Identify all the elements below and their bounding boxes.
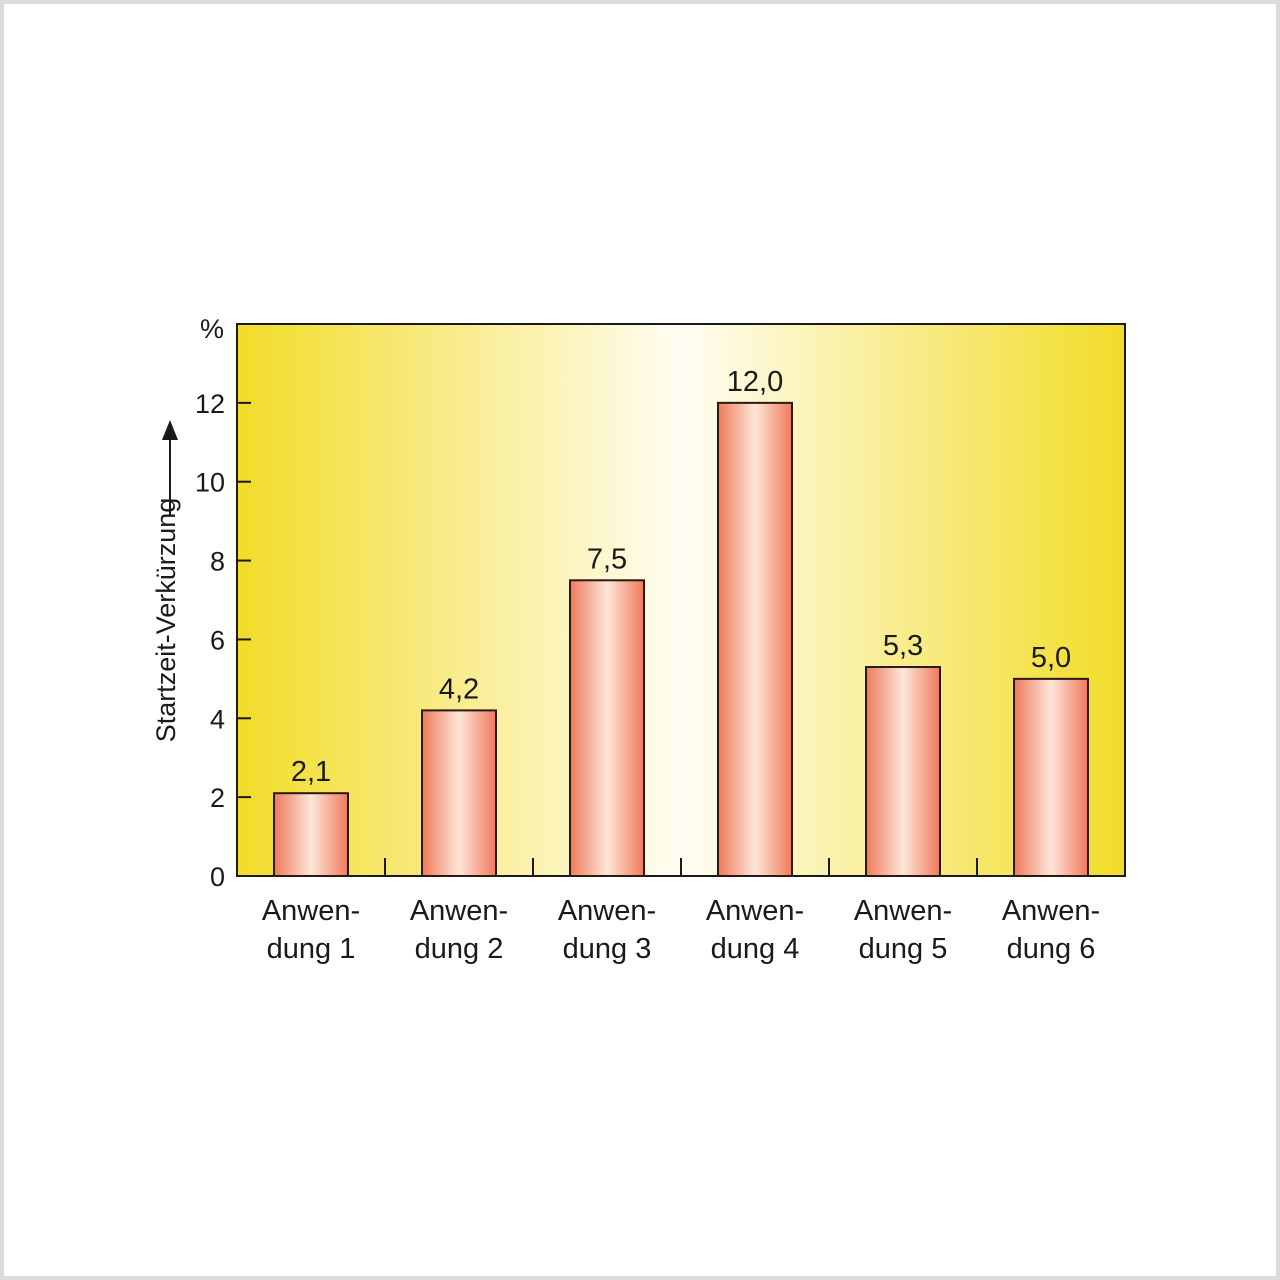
x-category-label: dung 2 bbox=[415, 933, 504, 965]
x-category-label: dung 5 bbox=[859, 933, 948, 965]
y-tick-label: 12 bbox=[195, 389, 225, 419]
x-category-label: dung 3 bbox=[563, 933, 652, 965]
x-axis: Anwen-dung 1 Anwen-dung 2 Anwen-dung 3 Anwe… bbox=[262, 858, 1100, 965]
x-category-label: Anwen- bbox=[854, 895, 952, 927]
data-label: 2,1 bbox=[291, 756, 331, 788]
x-category-label: Anwen- bbox=[1002, 895, 1100, 927]
bar bbox=[273, 792, 349, 878]
data-label: 12,0 bbox=[727, 366, 783, 398]
x-category-label: Anwen- bbox=[706, 895, 804, 927]
y-tick-label: 2 bbox=[210, 783, 225, 813]
x-category-label: Anwen- bbox=[558, 895, 656, 927]
x-category-label: Anwen- bbox=[410, 895, 508, 927]
y-axis-title: Startzeit-Verkürzung bbox=[151, 498, 181, 743]
bar bbox=[421, 709, 497, 878]
data-labels-group: 2,1 4,2 7,5 12,0 5,3 5,0 bbox=[291, 366, 1071, 788]
y-axis: 0 2 4 6 8 10 12 bbox=[195, 389, 251, 892]
y-axis-arrow-head bbox=[162, 420, 178, 440]
data-label: 5,3 bbox=[883, 630, 923, 662]
bar bbox=[865, 666, 941, 877]
bar bbox=[717, 401, 793, 877]
bar bbox=[1013, 677, 1089, 877]
data-label: 7,5 bbox=[587, 543, 627, 575]
y-tick-label: 10 bbox=[195, 468, 225, 498]
bars-group bbox=[273, 401, 1089, 878]
x-category-label: dung 4 bbox=[711, 933, 800, 965]
data-label: 4,2 bbox=[439, 673, 479, 705]
data-label: 5,0 bbox=[1031, 642, 1071, 674]
y-axis-title-group: Startzeit-Verkürzung bbox=[151, 498, 181, 743]
y-tick-label: 4 bbox=[210, 704, 225, 734]
bar bbox=[569, 579, 645, 877]
x-category-label: Anwen- bbox=[262, 895, 360, 927]
y-tick-label: 8 bbox=[210, 547, 225, 577]
y-tick-label: 0 bbox=[210, 862, 225, 892]
y-unit-label: % bbox=[200, 314, 224, 344]
y-tick-label: 6 bbox=[210, 625, 225, 655]
x-category-label: dung 1 bbox=[267, 933, 356, 965]
plot-background bbox=[236, 323, 1126, 877]
x-category-label: dung 6 bbox=[1007, 933, 1096, 965]
